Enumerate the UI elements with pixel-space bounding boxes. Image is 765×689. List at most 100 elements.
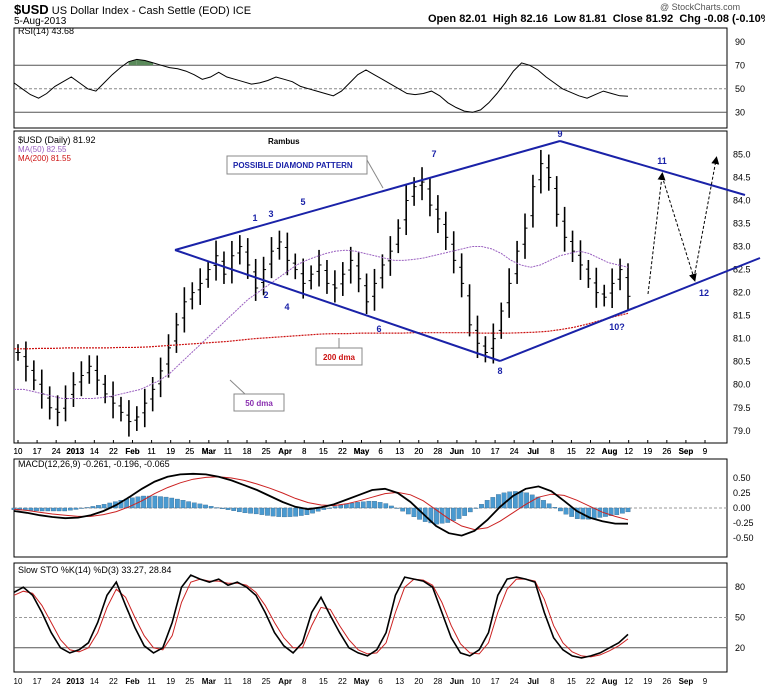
macd-x-tick-label-top: 11 [147,447,156,456]
price-tick-label: 79.0 [733,426,751,436]
sto-x-tick-label: Apr [278,677,292,686]
diamond-upper-left-line [174,140,561,251]
pattern-point-label-4: 4 [284,302,289,312]
sto-x-tick-label: 17 [33,677,42,686]
macd-histogram-bar [383,503,389,509]
sto-x-tick-label: 20 [414,677,423,686]
sto-x-tick-label: 24 [510,677,519,686]
price-x-tick-label: 17 [491,447,500,456]
price-bar [86,355,92,384]
macd-histogram-bar [625,507,631,513]
price-x-tick-label: Apr [278,447,292,456]
macd-histogram-bar [394,507,400,509]
price-x-tick-label: May [354,447,370,456]
macd-histogram-bar [231,507,237,511]
sto-x-tick-label: 8 [550,677,555,686]
high-value: 82.16 [520,13,548,25]
macd-histogram-bar [490,497,496,509]
price-bar [482,336,488,363]
macd-x-tick-label-top: 19 [166,447,175,456]
chg-label: Chg [679,13,701,25]
macd-histogram-bar [586,507,591,520]
ma50-legend: MA(50) 82.55 [18,145,67,154]
macd-histogram-bar [428,507,434,524]
sto-x-tick-label: Jun [450,677,464,686]
pattern-point-label-8: 8 [497,366,502,376]
macd-histogram-bar [597,507,603,518]
macd-histogram-bar [146,495,152,509]
macd-x-tick-label-top: 20 [414,447,423,456]
price-bar [593,267,599,308]
projection-arrow [693,156,720,279]
price-bar [530,174,536,228]
macd-x-tick-label-top: Jul [527,447,539,456]
macd-title: MACD(12,26,9) -0.261, -0.196, -0.065 [18,459,170,469]
price-bar [110,381,116,419]
macd-histogram-bar [467,507,473,513]
sto-title: Slow STO %K(14) %D(3) 33.27, 28.84 [18,565,171,575]
price-x-tick-label: 15 [319,447,328,456]
macd-x-tick-label-top: 13 [395,447,404,456]
sto-x-tick-label: 22 [109,677,118,686]
price-bar [308,265,314,290]
macd-histogram-bar [282,507,287,518]
pattern-name-box [226,155,368,175]
price-bar [451,231,457,274]
macd-x-tick-label-top: 22 [338,447,347,456]
price-bar [316,249,322,287]
sto-k-line [13,574,629,659]
price-bar [23,341,29,382]
rsi-tick-label: 70 [735,60,745,70]
watermark: @ StockCharts.com [660,2,741,12]
macd-x-tick-label-top: 2013 [66,447,84,456]
price-bar [419,167,425,201]
sto-x-tick-label: 18 [243,677,252,686]
price-bar [181,287,187,333]
macd-x-tick-label-top: 9 [703,447,708,456]
macd-x-tick-label-top: 14 [90,447,99,456]
price-x-tick-label: 10 [14,447,23,456]
price-tick-label: 84.5 [733,172,751,182]
macd-histogram-bar [321,507,327,510]
high-label: High [492,13,518,25]
macd-histogram-bar [236,507,242,513]
price-x-tick-label: Mar [202,447,216,456]
macd-x-tick-label-top: 10 [472,447,481,456]
panel-frame-price [13,130,728,444]
sto-x-tick-label: 13 [395,677,404,686]
macd-x-tick-label-top: 6 [378,447,383,456]
price-tick-label: 85.0 [733,149,751,159]
price-bar [490,323,496,364]
macd-histogram-bar [34,507,39,512]
macd-histogram-bar [175,498,180,509]
price-bar [577,240,583,280]
pattern-point-label-10q: 10? [609,322,625,332]
open-label: Open [428,13,457,25]
macd-x-tick-label-top: 25 [185,447,194,456]
price-bar [324,259,330,294]
ohlc-readout: Open 82.01 High 82.16 Low 81.81 Close 81… [428,13,765,25]
macd-histogram-bar [51,507,56,512]
price-tick-label: 83.0 [733,242,751,252]
sto-x-tick-label: 10 [472,677,481,686]
price-bar [15,344,21,361]
macd-histogram-bar [541,500,546,509]
diamond-upper-right-line [559,140,746,196]
sto-x-tick-label: 25 [185,677,194,686]
price-x-tick-label: 25 [185,447,194,456]
chg-value: -0.08 (-0.10%) [703,13,765,25]
header-date: 5-Aug-2013 [14,16,67,27]
price-bar [55,395,61,427]
projection-arrow [661,175,697,282]
macd-histogram-bar [462,507,467,516]
price-x-tick-label: Sep [679,447,694,456]
macd-histogram-bar [163,496,169,509]
price-x-tick-label: 6 [378,447,383,456]
macd-histogram-bar [434,507,439,525]
macd-histogram-bar [180,500,186,509]
price-bar [609,268,615,309]
price-bar [467,284,473,337]
price-x-tick-label: 28 [433,447,442,456]
price-bar [118,396,124,422]
